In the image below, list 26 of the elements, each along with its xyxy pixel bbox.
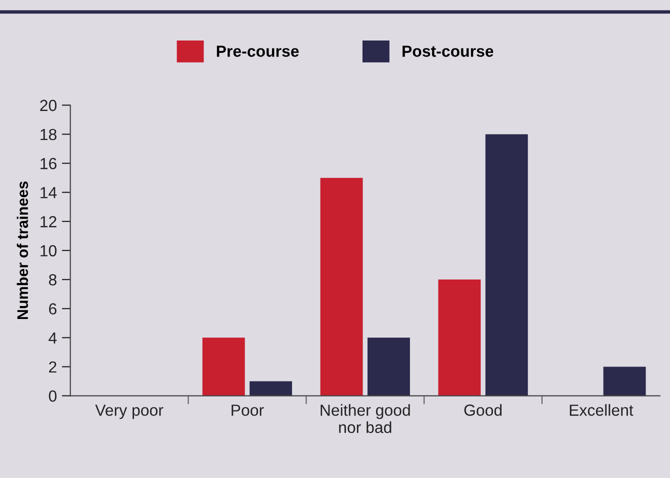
x-tick-label: Excellent [570,404,634,416]
y-tick-label: 14 [40,187,57,198]
y-tick-label: 4 [48,332,57,344]
legend-label: Post-course [402,46,494,57]
bar [368,338,410,396]
legend-label: Pre-course [216,46,299,57]
bar [603,366,646,396]
x-tick-label: Very poor [95,404,164,420]
bar [485,134,528,396]
y-tick-label: 20 [40,100,57,112]
bar [250,381,292,396]
bar [202,338,245,396]
y-tick-label: 6 [49,303,56,315]
y-tick-label: 12 [40,216,56,228]
x-tick-label: Poor [232,404,264,416]
bar [438,280,481,396]
y-tick-label: 18 [40,128,56,140]
y-tick-label: 16 [40,158,56,170]
y-tick-label: 2 [49,361,56,373]
bar [320,178,363,396]
x-tick-label: Neither good nor bad [320,404,410,434]
x-tick-label: Good [464,404,502,416]
y-tick-label: 8 [48,274,56,286]
y-axis-title: Number of trainees [16,181,28,320]
y-tick-label: 10 [40,245,57,256]
y-tick-label: 0 [48,390,57,402]
